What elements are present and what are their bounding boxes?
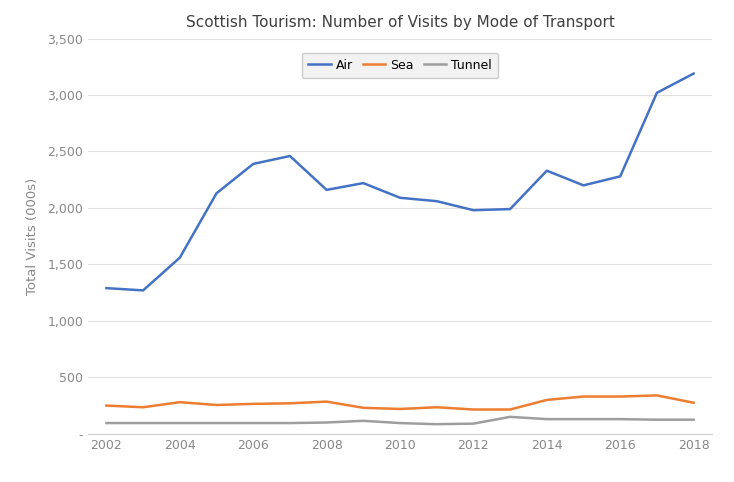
Tunnel	[175, 420, 184, 426]
Tunnel	[616, 416, 625, 422]
Sea	[286, 401, 294, 406]
Air	[689, 71, 698, 77]
Tunnel	[542, 416, 551, 422]
Tunnel	[359, 418, 368, 424]
Tunnel	[212, 420, 221, 426]
Air	[175, 255, 184, 261]
Sea	[579, 394, 588, 400]
Tunnel	[506, 414, 515, 420]
Legend: Air, Sea, Tunnel: Air, Sea, Tunnel	[302, 53, 498, 78]
Line: Tunnel: Tunnel	[106, 417, 694, 424]
Air	[359, 180, 368, 186]
Sea	[469, 407, 478, 413]
Air	[249, 161, 258, 167]
Air	[212, 190, 221, 196]
Tunnel	[102, 420, 111, 426]
Tunnel	[469, 421, 478, 427]
Tunnel	[139, 420, 148, 426]
Tunnel	[286, 420, 294, 426]
Sea	[432, 404, 441, 410]
Air	[139, 287, 148, 293]
Y-axis label: Total Visits (000s): Total Visits (000s)	[26, 177, 39, 295]
Sea	[139, 404, 148, 410]
Sea	[396, 406, 404, 412]
Tunnel	[249, 420, 258, 426]
Air	[653, 90, 661, 95]
Line: Sea: Sea	[106, 395, 694, 410]
Sea	[322, 399, 331, 404]
Air	[102, 285, 111, 291]
Sea	[212, 402, 221, 408]
Tunnel	[396, 420, 404, 426]
Air	[286, 153, 294, 159]
Sea	[102, 402, 111, 408]
Air	[396, 195, 404, 201]
Air	[579, 183, 588, 188]
Air	[616, 174, 625, 179]
Air	[322, 187, 331, 193]
Air	[432, 198, 441, 204]
Sea	[359, 405, 368, 411]
Sea	[249, 401, 258, 407]
Line: Air: Air	[106, 74, 694, 290]
Sea	[175, 399, 184, 405]
Sea	[542, 397, 551, 403]
Air	[469, 207, 478, 213]
Tunnel	[689, 417, 698, 423]
Tunnel	[579, 416, 588, 422]
Sea	[653, 392, 661, 398]
Tunnel	[322, 420, 331, 426]
Tunnel	[432, 421, 441, 427]
Sea	[689, 400, 698, 406]
Sea	[616, 394, 625, 400]
Air	[506, 206, 515, 212]
Air	[542, 168, 551, 174]
Sea	[506, 407, 515, 413]
Tunnel	[653, 417, 661, 423]
Title: Scottish Tourism: Number of Visits by Mode of Transport: Scottish Tourism: Number of Visits by Mo…	[186, 15, 614, 30]
